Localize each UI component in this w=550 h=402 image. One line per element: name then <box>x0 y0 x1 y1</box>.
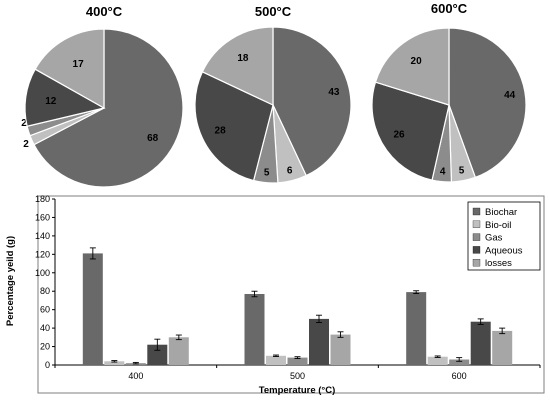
x-axis-title: Temperature (°C) <box>259 385 335 396</box>
y-axis-title: Percentage yeild (g) <box>5 236 16 326</box>
pie-title: 400°C <box>86 4 123 19</box>
pie-slice-aqueous <box>194 70 274 182</box>
y-tick-label: 40 <box>40 323 50 333</box>
legend-swatch-aqueous <box>472 246 481 254</box>
pie-slice-label: 20 <box>411 56 423 67</box>
pie-chart-3: 600°C 44 5 4 26 20 <box>371 1 527 183</box>
bar-gas <box>449 359 470 365</box>
y-axis-ticks: 0 20 40 60 80 100 120 140 160 180 <box>35 194 55 370</box>
pie-slice-label: 43 <box>328 87 340 98</box>
legend-label: Gas <box>485 233 503 244</box>
error-bar <box>89 247 96 260</box>
error-bar <box>456 357 463 362</box>
bars <box>82 247 513 365</box>
pie-slice-losses <box>374 27 450 106</box>
pie-slice-biochar <box>33 28 184 188</box>
y-tick-label: 20 <box>40 342 50 352</box>
x-tick-label: 400 <box>128 371 143 381</box>
legend-label: losses <box>485 258 512 269</box>
error-bar <box>132 361 139 365</box>
bar-chart: 0 20 40 60 80 100 120 140 160 180 400 500 600 Perce… <box>5 194 545 396</box>
pie-slice-biochar <box>448 27 527 179</box>
legend-swatch-bio-oil <box>472 220 481 228</box>
legend-swatch-gas <box>472 233 481 241</box>
pie-slice-label: 2 <box>23 139 29 150</box>
x-tick-label: 600 <box>452 371 467 381</box>
pie-slice-label: 68 <box>147 133 159 144</box>
pie-slice-label: 26 <box>393 129 405 140</box>
pie-slice-label: 17 <box>73 59 85 70</box>
pie-slice-losses <box>201 26 274 106</box>
pie-slice-label: 5 <box>459 166 465 177</box>
pie-slice-label: 18 <box>237 53 249 64</box>
bar-biochar <box>244 294 265 365</box>
x-axis-ticks: 400 500 600 <box>54 365 541 381</box>
error-bar <box>154 338 161 351</box>
pie-slice-label: 12 <box>45 96 57 107</box>
error-bar <box>434 355 441 358</box>
bar-aqueous <box>470 321 491 365</box>
error-bar <box>251 290 258 298</box>
pie-chart-2: 500°C 43 6 5 28 18 <box>194 4 352 184</box>
error-bar <box>499 327 506 335</box>
pie-slice-label: 4 <box>440 166 446 177</box>
error-bar <box>175 334 182 341</box>
pie-slice-losses <box>34 28 105 110</box>
y-tick-label: 80 <box>40 286 50 296</box>
error-bar <box>337 331 344 338</box>
pie-slice-label: 44 <box>504 90 516 101</box>
pie-slice-label: 5 <box>264 167 270 178</box>
y-tick-label: 0 <box>45 360 50 370</box>
bar-gas <box>287 357 308 365</box>
pie-slice-label: 6 <box>287 166 293 177</box>
pie-slice-label: 28 <box>215 125 227 136</box>
error-bar <box>273 354 279 357</box>
pie-title: 600°C <box>431 1 468 16</box>
y-tick-label: 180 <box>35 194 50 204</box>
error-bar <box>111 360 118 363</box>
pie-title: 500°C <box>255 4 292 19</box>
y-tick-label: 140 <box>35 231 50 241</box>
bar-aqueous <box>147 344 168 365</box>
bar-biochar <box>82 253 103 365</box>
error-bar <box>413 290 420 294</box>
error-bar <box>294 356 301 359</box>
y-tick-label: 100 <box>35 268 50 278</box>
y-tick-label: 60 <box>40 305 50 315</box>
bar-bio-oil <box>104 361 125 365</box>
legend-label: Aqueous <box>485 245 523 256</box>
bar-bio-oil <box>266 355 286 365</box>
bar-losses <box>492 330 513 365</box>
legend-label: Biochar <box>485 207 517 218</box>
legend-label: Bio-oil <box>485 220 511 231</box>
bar-biochar <box>406 292 427 365</box>
bar-losses <box>168 337 189 365</box>
pie-chart-1: 400°C 68 2 2 12 17 <box>21 4 184 188</box>
bar-aqueous <box>309 318 329 365</box>
y-tick-label: 160 <box>35 212 50 222</box>
pie-charts: 400°C 68 2 2 12 17 500°C 43 6 5 28 18 600°C 44 5 4 26 20 <box>21 1 527 188</box>
x-tick-label: 500 <box>290 371 305 381</box>
legend-swatch-biochar <box>472 207 481 216</box>
pie-slice-label: 2 <box>21 118 27 129</box>
legend-swatch-losses <box>472 259 481 267</box>
bar-bio-oil <box>427 356 448 365</box>
pie-slice-biochar <box>272 26 352 177</box>
y-tick-label: 120 <box>35 249 50 259</box>
bar-losses <box>330 334 351 365</box>
pie-slice-aqueous <box>371 81 450 181</box>
error-bar <box>316 314 322 324</box>
error-bar <box>477 318 484 325</box>
